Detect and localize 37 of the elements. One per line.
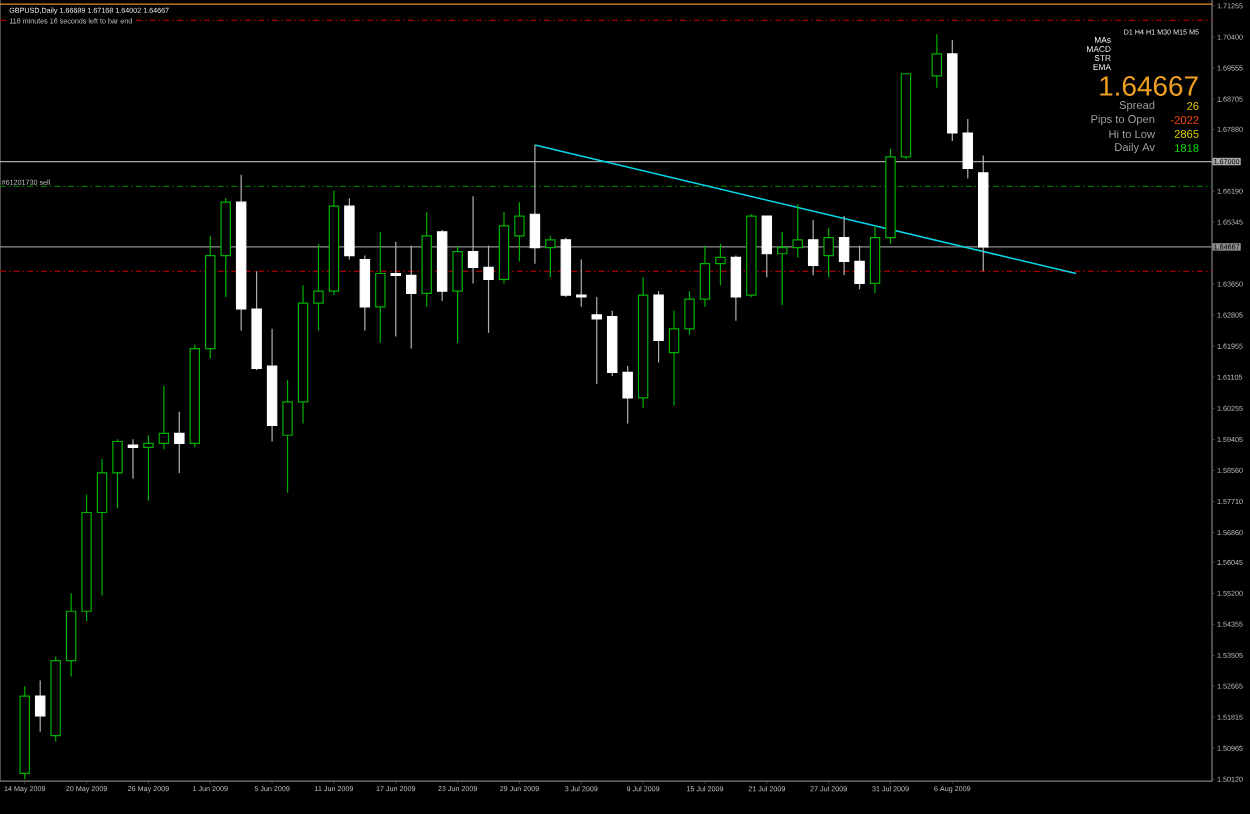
candlestick	[869, 225, 881, 294]
candlestick	[313, 243, 324, 332]
candlestick	[375, 231, 386, 344]
candlestick	[467, 195, 479, 285]
candlestick	[931, 33, 943, 89]
candlestick	[622, 365, 633, 425]
candlestick	[359, 254, 371, 332]
candlestick	[792, 203, 803, 259]
candlestick	[112, 438, 123, 510]
candlestick	[127, 438, 139, 480]
candlestick	[143, 434, 154, 502]
candlestick	[452, 245, 463, 344]
candlestick	[823, 227, 834, 278]
candlestick	[668, 310, 680, 407]
candlestick	[576, 259, 587, 308]
candlestick	[406, 245, 417, 350]
candlestick	[715, 243, 726, 286]
candlestick	[699, 245, 711, 308]
candlestick	[545, 235, 556, 278]
candlestick	[483, 245, 494, 334]
candlestick	[34, 679, 46, 733]
candlestick	[730, 254, 742, 322]
annotation: 1.64667	[1100, 76, 1198, 96]
candlestick	[591, 296, 602, 385]
candlestick	[807, 219, 819, 276]
candlestick	[174, 411, 185, 474]
candlestick	[854, 245, 865, 290]
candlestick	[514, 201, 525, 263]
candlestick	[158, 385, 170, 450]
candlestick	[838, 215, 850, 276]
candlestick	[96, 458, 108, 597]
candlestick	[390, 241, 402, 338]
candlestick	[653, 290, 664, 364]
candlestick	[684, 290, 695, 336]
candlestick	[761, 215, 773, 278]
candlestick	[777, 231, 788, 306]
candlestick	[282, 379, 293, 494]
